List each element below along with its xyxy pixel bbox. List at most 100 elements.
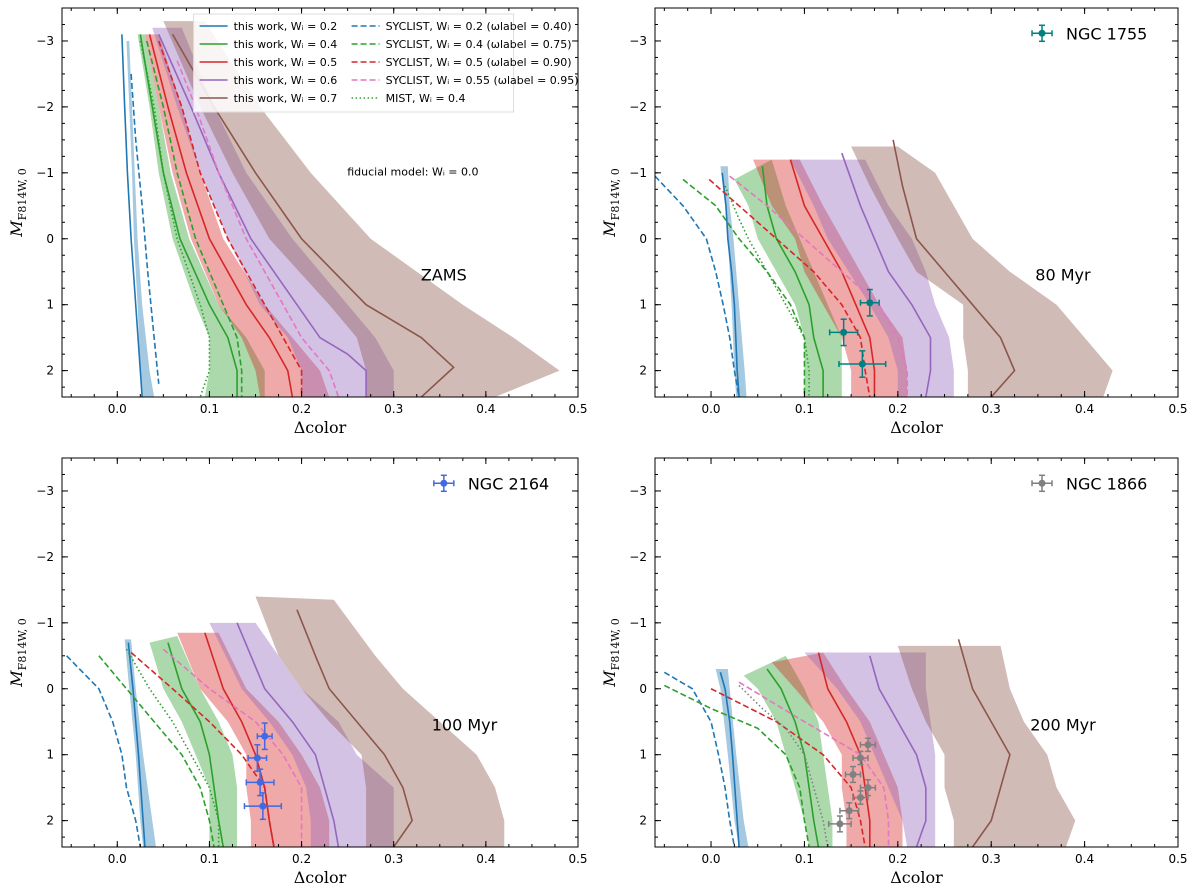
legend-entry: this work, Wᵢ = 0.2 xyxy=(234,20,338,33)
y-axis-label: MF814W, 0 xyxy=(600,618,622,687)
y-tick-label: −1 xyxy=(629,166,647,180)
legend-entry: SYCLIST, Wᵢ = 0.2 (ωlabel = 0.40) xyxy=(386,20,572,33)
series-line-solid-1 xyxy=(139,34,238,397)
x-tick-label: 0.3 xyxy=(384,852,403,866)
x-axis: 0.0 0.1 0.2 0.3 0.4 0.5 xyxy=(70,458,588,866)
cluster-legend: NGC 1866 xyxy=(1031,474,1147,493)
y-axis: −3 −2 −1 0 1 2 xyxy=(629,457,1178,838)
y-tick-label: 2 xyxy=(46,814,54,828)
x-axis-label: Δcolor xyxy=(890,868,943,887)
series-line-dashed-6 xyxy=(145,40,243,397)
band-2 xyxy=(753,159,908,397)
data-point-3 xyxy=(243,792,283,821)
series-line-dashed-5 xyxy=(130,73,160,384)
x-tick-label: 0.0 xyxy=(701,852,720,866)
band-3 xyxy=(790,159,954,397)
series-line-solid-4 xyxy=(892,139,1016,397)
series-line-solid-2 xyxy=(204,632,275,847)
series-line-solid-3 xyxy=(841,152,932,397)
series-line-solid-4 xyxy=(957,639,1011,847)
data-point-1 xyxy=(828,318,859,347)
series-line-dashed-6 xyxy=(98,655,215,847)
x-tick-label: 0.2 xyxy=(888,402,907,416)
data-point-0 xyxy=(256,722,273,751)
series-line-dashed-8 xyxy=(176,60,340,397)
x-axis: 0.0 0.1 0.2 0.3 0.4 0.5 xyxy=(70,8,588,416)
legend: this work, Wᵢ = 0.2 this work, Wᵢ = 0.4 th… xyxy=(193,13,579,113)
legend-entry: this work, Wᵢ = 0.5 xyxy=(234,56,338,69)
data-point-4 xyxy=(852,790,869,805)
series-line-dashed-5 xyxy=(663,671,736,847)
series-line-dashed-7 xyxy=(157,40,303,397)
y-tick-label: 1 xyxy=(46,748,54,762)
x-tick-label: 0.2 xyxy=(292,402,311,416)
y-tick-label: 1 xyxy=(46,298,54,312)
y-tick-label: 2 xyxy=(46,364,54,378)
age-annotation: 100 Myr xyxy=(432,715,498,734)
data-point-1 xyxy=(852,750,869,766)
axes-frame xyxy=(61,7,579,398)
y-tick-label: −3 xyxy=(629,34,647,48)
y-tick-label: −3 xyxy=(36,484,54,498)
y-tick-label: −1 xyxy=(36,616,54,630)
x-tick-label: 0.5 xyxy=(568,852,587,866)
y-tick-label: 2 xyxy=(639,814,647,828)
panel-zams: 0.0 0.1 0.2 0.3 0.4 0.5 −3 −2 −1 0 1 2 Δcolor MF814W,… xyxy=(7,7,588,437)
y-axis: −3 −2 −1 0 1 2 xyxy=(629,7,1178,388)
x-tick-label: 0.4 xyxy=(476,402,495,416)
band-4 xyxy=(255,596,505,847)
cluster-label: NGC 1866 xyxy=(1066,474,1147,493)
x-tick-label: 0.4 xyxy=(476,852,495,866)
cluster-label: NGC 2164 xyxy=(468,474,549,493)
panel-ngc1755: 0.0 0.1 0.2 0.3 0.4 0.5 −3 −2 −1 0 1 2 Δcolor MF814W,… xyxy=(600,7,1188,437)
series-line-solid-0 xyxy=(719,672,740,847)
series-line-solid-0 xyxy=(127,642,146,847)
x-tick-label: 0.5 xyxy=(1168,402,1187,416)
y-tick-label: 1 xyxy=(639,748,647,762)
band-4 xyxy=(897,645,1076,847)
legend-entry: this work, Wᵢ = 0.7 xyxy=(234,92,338,105)
x-tick-label: 0.1 xyxy=(200,402,219,416)
legend-entry: SYCLIST, Wᵢ = 0.55 (ωlabel = 0.95) xyxy=(386,74,579,87)
band-2 xyxy=(144,34,330,397)
series-line-dashed-6 xyxy=(663,684,810,847)
x-axis: 0.0 0.1 0.2 0.3 0.4 0.5 xyxy=(663,8,1188,416)
plot-area xyxy=(663,639,1076,847)
y-axis: −3 −2 −1 0 1 2 xyxy=(36,7,578,388)
axes-frame xyxy=(654,7,1179,398)
x-tick-label: 0.4 xyxy=(1075,402,1094,416)
y-tick-label: −2 xyxy=(36,100,54,114)
y-axis-label: MF814W, 0 xyxy=(600,168,622,237)
band-3 xyxy=(152,27,394,397)
series-line-dashed-8 xyxy=(729,175,908,397)
axes-frame xyxy=(654,457,1179,848)
data-point-0 xyxy=(859,737,877,753)
panel-ngc2164: 0.0 0.1 0.2 0.3 0.4 0.5 −3 −2 −1 0 1 2 Δcolor MF814W,… xyxy=(7,457,588,887)
x-tick-label: 0.2 xyxy=(292,852,311,866)
y-tick-label: −3 xyxy=(36,34,54,48)
series-line-solid-1 xyxy=(766,668,820,847)
x-tick-label: 0.3 xyxy=(982,852,1001,866)
x-tick-label: 0.5 xyxy=(1168,852,1187,866)
cluster-legend: NGC 2164 xyxy=(433,474,549,493)
series-line-dashed-5 xyxy=(655,175,740,397)
legend-entry: this work, Wᵢ = 0.6 xyxy=(234,74,338,87)
data-point-1 xyxy=(247,744,268,772)
series-line-solid-4 xyxy=(171,33,455,397)
age-annotation: 80 Myr xyxy=(1035,265,1091,284)
legend-entry: this work, Wᵢ = 0.4 xyxy=(234,38,338,51)
y-tick-label: 1 xyxy=(639,298,647,312)
y-tick-label: −2 xyxy=(36,550,54,564)
y-axis-label: MF814W, 0 xyxy=(7,168,29,237)
y-tick-label: −1 xyxy=(629,616,647,630)
band-4 xyxy=(851,146,1113,397)
x-tick-label: 0.0 xyxy=(108,852,127,866)
plot-area xyxy=(655,139,1113,397)
y-tick-label: 0 xyxy=(639,682,647,696)
x-axis-label: Δcolor xyxy=(890,418,943,437)
series-line-dotted-9 xyxy=(738,684,829,847)
band-2 xyxy=(771,652,903,847)
x-axis-label: Δcolor xyxy=(294,868,347,887)
y-tick-label: 2 xyxy=(639,364,647,378)
